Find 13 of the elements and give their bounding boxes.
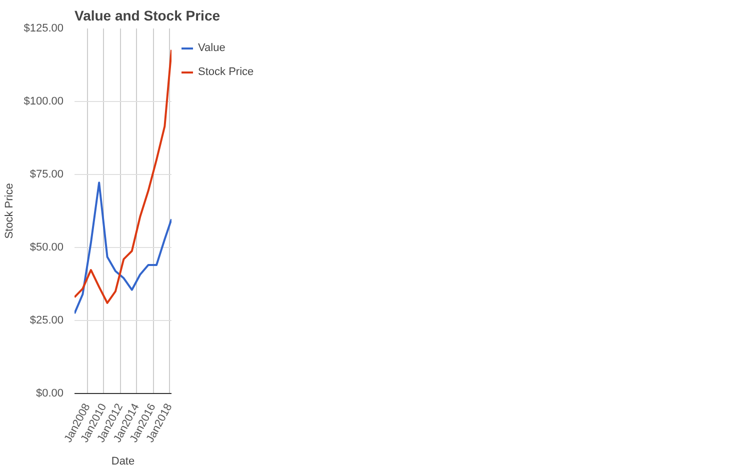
y-tick-label: $0.00 xyxy=(36,388,64,400)
y-tick-label: $100.00 xyxy=(24,96,64,108)
line-series xyxy=(74,182,172,314)
legend-label: Stock Price xyxy=(198,66,254,78)
y-tick-label: $75.00 xyxy=(30,168,64,180)
line-series xyxy=(74,48,172,304)
legend-label: Value xyxy=(198,42,226,54)
y-tick-label: $25.00 xyxy=(30,314,64,326)
y-tick-label: $50.00 xyxy=(30,242,64,254)
y-axis-title: Stock Price xyxy=(4,183,16,239)
y-tick-label: $125.00 xyxy=(24,22,64,34)
chart-title: Value and Stock Price xyxy=(74,8,220,24)
x-axis-title: Date xyxy=(111,455,135,468)
